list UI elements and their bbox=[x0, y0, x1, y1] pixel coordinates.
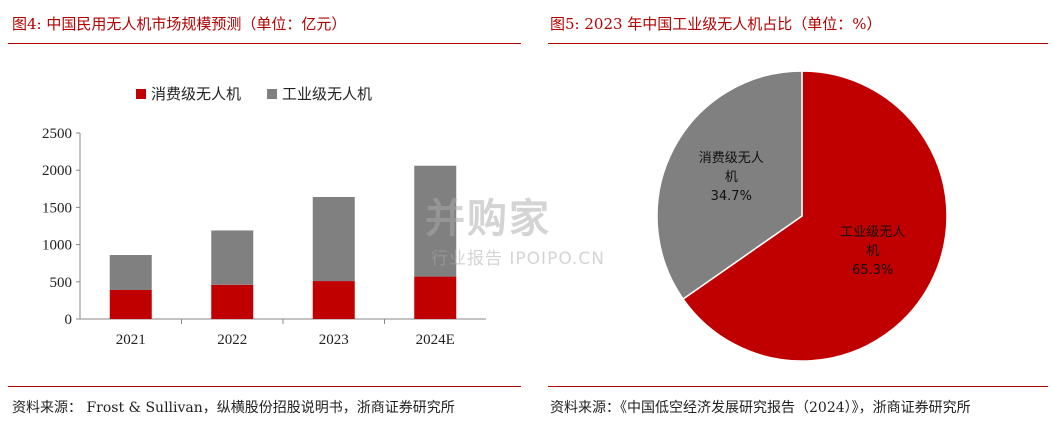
bar-1-2024E bbox=[414, 165, 457, 277]
left-figure-panel: 图4: 中国民用无人机市场规模预测（单位：亿元） 消费级无人机 工业级无人机 0 50… bbox=[0, 0, 521, 445]
legend-swatch-0 bbox=[136, 89, 146, 99]
y-tick-label: 2500 bbox=[42, 126, 72, 142]
pie-slice-1 bbox=[656, 70, 803, 301]
left-top-rule bbox=[8, 43, 521, 44]
left-figure-source: 资料来源： Frost & Sullivan，纵横股份招股说明书，浙商证券研究所 bbox=[12, 400, 455, 416]
y-tick-label: 0 bbox=[65, 312, 73, 328]
right-figure-panel: 图5: 2023 年中国工业级无人机占比（单位：%） 工业级无人机 65.3% 消费… bbox=[548, 0, 1053, 445]
legend-label-1: 工业级无人机 bbox=[282, 85, 372, 103]
pie-label-name-0: 工业级无人 bbox=[840, 225, 905, 240]
right-figure-source: 资料来源：《中国低空经济发展研究报告（2024）》，浙商证券研究所 bbox=[550, 400, 971, 416]
pie-label-name-cont-1: 机 bbox=[725, 170, 738, 185]
pie-label-name-cont-0: 机 bbox=[866, 244, 879, 259]
pie-label-value-0: 65.3% bbox=[852, 263, 893, 278]
y-tick-label: 500 bbox=[50, 275, 73, 291]
y-tick-label: 1500 bbox=[42, 200, 72, 216]
right-bottom-rule bbox=[548, 386, 1048, 387]
bar-0-2024E bbox=[414, 276, 457, 319]
x-tick-label: 2022 bbox=[217, 332, 247, 348]
x-tick-label: 2024E bbox=[416, 332, 455, 348]
bar-1-2022 bbox=[211, 230, 254, 285]
pie-label-value-1: 34.7% bbox=[711, 189, 752, 204]
bar-0-2021 bbox=[109, 289, 152, 319]
right-top-rule bbox=[548, 43, 1048, 44]
bar-chart: 消费级无人机 工业级无人机 0 500 1000 1500 2000 2500 2021 2022… bbox=[42, 85, 486, 348]
legend-swatch-1 bbox=[267, 89, 278, 99]
x-tick-label: 2021 bbox=[116, 332, 146, 348]
bar-0-2022 bbox=[211, 284, 254, 319]
y-tick-label: 2000 bbox=[42, 163, 72, 179]
right-figure-title: 图5: 2023 年中国工业级无人机占比（单位：%） bbox=[550, 15, 882, 33]
bar-1-2023 bbox=[312, 196, 355, 282]
x-tick-label: 2023 bbox=[319, 332, 349, 348]
left-figure-title: 图4: 中国民用无人机市场规模预测（单位：亿元） bbox=[12, 15, 347, 33]
pie-label-name-1: 消费级无人 bbox=[699, 151, 764, 166]
bar-0-2023 bbox=[312, 281, 355, 319]
left-bottom-rule bbox=[8, 386, 521, 387]
bar-1-2021 bbox=[109, 255, 152, 290]
y-tick-label: 1000 bbox=[42, 238, 72, 254]
pie-slice-0 bbox=[682, 70, 948, 362]
legend-label-0: 消费级无人机 bbox=[151, 85, 241, 103]
